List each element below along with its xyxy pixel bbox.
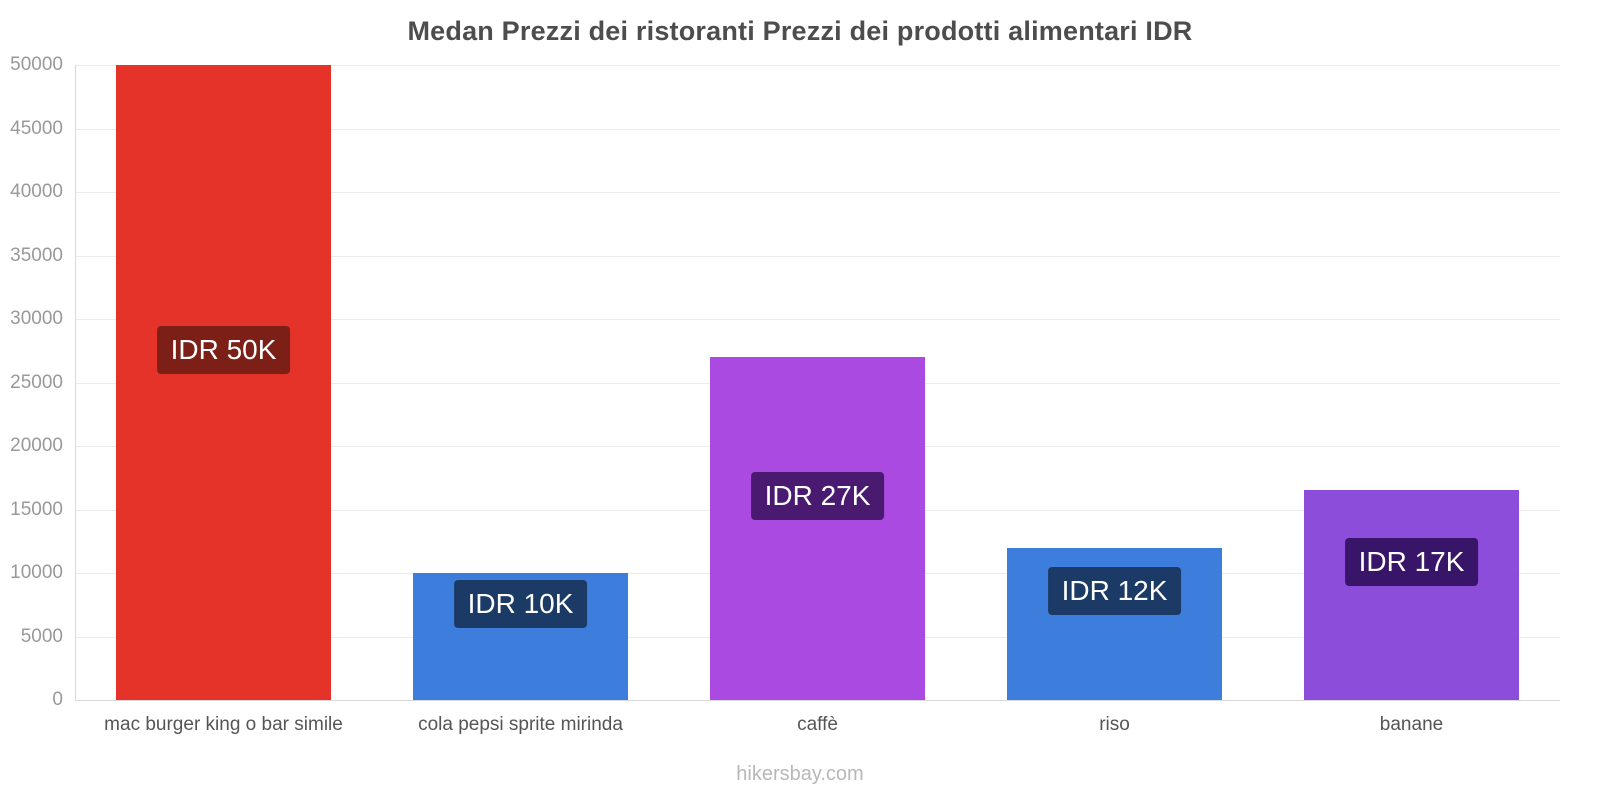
gridline (75, 319, 1560, 320)
bar-value-label: IDR 10K (453, 579, 588, 628)
x-category-label: mac burger king o bar simile (104, 714, 343, 735)
y-tick-label: 15000 (10, 498, 63, 520)
y-tick-label: 5000 (20, 625, 63, 647)
y-tick-label: 0 (52, 689, 63, 710)
y-tick-label: 40000 (10, 181, 63, 202)
gridline (75, 255, 1560, 257)
bar-2: IDR 10K (413, 573, 628, 700)
gridline (75, 65, 1560, 66)
x-category-label: caffè (797, 714, 838, 735)
x-category-label: riso (1099, 714, 1130, 735)
plot-area: 0 5000 10000 15000 20000 25000 30000 35000 40000… (10, 54, 1560, 710)
bar-value-label: IDR 17K (1344, 538, 1479, 587)
y-tick-label: 35000 (10, 244, 63, 266)
x-category-label: banane (1379, 714, 1444, 735)
gridline (75, 128, 1560, 130)
y-tick-label: 10000 (10, 562, 63, 583)
bar-value-label: IDR 27K (750, 471, 885, 520)
x-axis-category-labels: mac burger king o bar simile cola pepsi s… (75, 714, 1560, 740)
watermark-text: hikersbay.com (736, 763, 864, 785)
y-tick-label: 30000 (10, 308, 63, 329)
bar-4: IDR 12K (1007, 547, 1222, 700)
bar-5: IDR 17K (1304, 490, 1519, 700)
chart-title: Medan Prezzi dei ristoranti Prezzi dei p… (407, 16, 1193, 46)
y-axis-line (75, 65, 76, 700)
y-tick-label: 50000 (10, 54, 63, 75)
y-tick-label: 20000 (10, 435, 63, 456)
gridline (75, 700, 1560, 701)
bar-3: IDR 27K (710, 357, 925, 700)
bar-1: IDR 50K (116, 65, 331, 700)
gridline (75, 192, 1560, 193)
bar-value-label: IDR 12K (1047, 566, 1182, 615)
y-tick-label: 45000 (10, 117, 63, 139)
x-category-label: cola pepsi sprite mirinda (418, 714, 623, 735)
bar-value-label: IDR 50K (156, 325, 291, 374)
y-tick-label: 25000 (10, 371, 63, 393)
